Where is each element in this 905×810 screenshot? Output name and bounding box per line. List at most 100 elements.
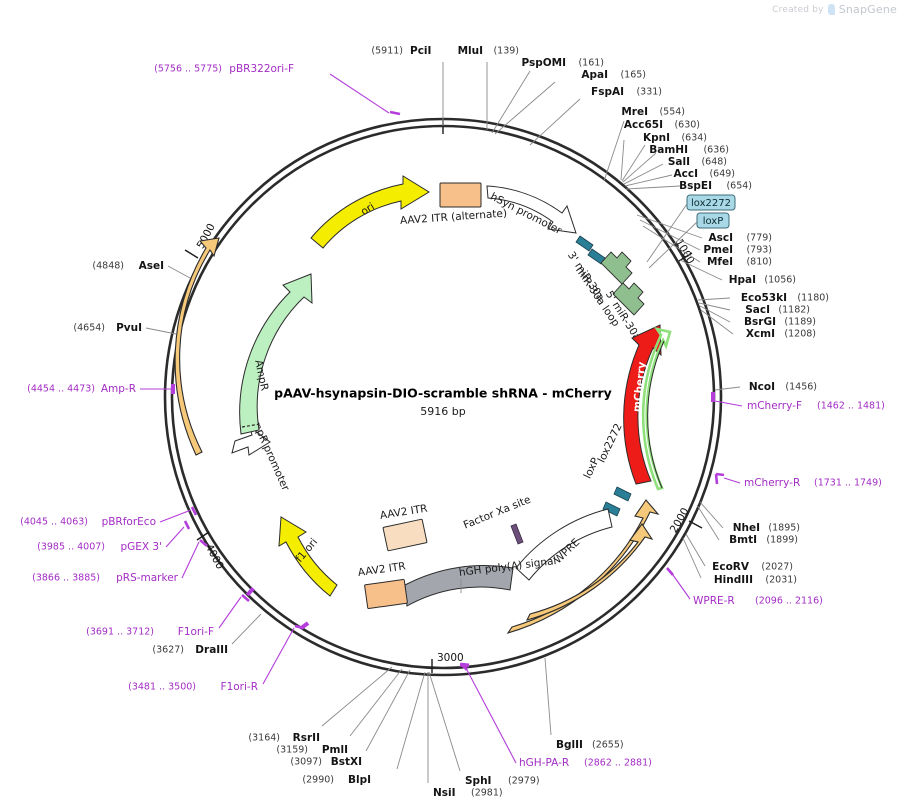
- enzyme-pos-draiii: (3627): [152, 645, 184, 656]
- enzyme-name-nsii: NsiI: [433, 787, 456, 799]
- primer-name-pbr322ori-f: pBR322ori-F: [229, 63, 294, 75]
- enzyme-name-mlui: MluI: [458, 45, 483, 57]
- enzyme-name-draiii: DraIII: [195, 644, 228, 656]
- enzyme-pos-mfei: (810): [746, 257, 772, 268]
- primer-range-mcherry-r: (1731 .. 1749): [814, 478, 882, 489]
- feature-aav2-itr-pale: AAV2 ITR: [379, 503, 428, 552]
- enzyme-pos-xcmi: (1208): [784, 329, 816, 340]
- primer-name-pbrforeco: pBRforEco: [102, 516, 156, 528]
- enzyme-pos-saci: (1182): [778, 305, 810, 316]
- enzyme-pos-nhei: (1895): [768, 523, 800, 534]
- enzyme-name-apai: ApaI: [581, 69, 608, 81]
- enzyme-pos-pmei: (793): [746, 245, 772, 256]
- direction-arcs: [174, 237, 660, 634]
- right-primers: mCherry-F (1462 .. 1481) mCherry-R (1731…: [666, 392, 885, 607]
- enzyme-name-pspomi: PspOMI: [521, 57, 566, 69]
- feature-lox-arrows-lower: lox2272 loxP: [582, 422, 632, 517]
- enzyme-pos-sali: (648): [701, 157, 727, 168]
- tick-label-3000: 3000: [437, 652, 464, 664]
- enzyme-name-mfei: MfeI: [707, 256, 733, 268]
- enzyme-name-blpi: BlpI: [348, 774, 371, 786]
- enzyme-pos-hindiii: (2031): [765, 575, 797, 586]
- feature-factor-xa-site: Factor Xa site: [462, 494, 533, 545]
- enzyme-name-kpni: KpnI: [643, 132, 670, 144]
- feature-5prime-mir30a: 5' miR-30a: [600, 251, 645, 343]
- feature-f1-ori: f1 ori: [278, 516, 338, 597]
- primer-range-pbr322ori-f: (5756 .. 5775): [154, 64, 222, 75]
- feature-label-factor-xa-site: Factor Xa site: [462, 494, 533, 532]
- enzyme-name-bstxi: BstXI: [331, 756, 362, 768]
- enzyme-name-sali: SalI: [668, 156, 690, 168]
- enzyme-name-bsrgi: BsrGI: [744, 316, 776, 328]
- enzyme-pos-bglii: (2655): [592, 740, 624, 751]
- plasmid-name: pAAV-hsynapsin-DIO-scramble shRNA - mChe…: [274, 386, 612, 401]
- enzyme-name-saci: SacI: [745, 304, 770, 316]
- enzyme-pos-acci: (649): [709, 169, 735, 180]
- enzyme-pos-asci: (779): [746, 233, 772, 244]
- enzyme-name-bmti: BmtI: [729, 534, 757, 546]
- enzyme-pos-acc65i: (630): [674, 120, 700, 131]
- primer-range-pgex3: (3985 .. 4007): [37, 542, 105, 553]
- primer-range-wpre-r: (2096 .. 2116): [755, 596, 823, 607]
- primer-name-pgex3: pGEX 3': [120, 541, 162, 553]
- enzyme-name-ncoi: NcoI: [749, 381, 775, 393]
- enzyme-pos-bspei: (654): [726, 181, 752, 192]
- primer-range-f1ori-f: (3691 .. 3712): [86, 627, 154, 638]
- backbone-primer-ticks: [245, 586, 470, 668]
- primer-name-hgh-pa-r: hGH-PA-R: [519, 757, 569, 769]
- primer-name-f1ori-r: F1ori-R: [221, 681, 258, 693]
- snapgene-logo-icon: [827, 4, 835, 15]
- feature-mcherry: mCherry: [623, 324, 672, 491]
- enzyme-pos-hpai: (1056): [764, 275, 796, 286]
- enzyme-name-pvui: PvuI: [116, 322, 142, 334]
- right-upper-labels: Acc65I (630) KpnI (634) BamHI (636) SalI…: [620, 119, 829, 586]
- lox-badges: lox2272 loxP: [646, 194, 736, 269]
- enzyme-name-ecorv: EcoRV: [712, 561, 750, 573]
- bottom-labels: BglII (2655) hGH-PA-R (2862 .. 2881) Sph…: [248, 657, 652, 799]
- enzyme-pos-pcii: (5911): [371, 46, 403, 57]
- enzyme-pos-rsrii: (3164): [248, 733, 280, 744]
- primer-range-mcherry-f: (1462 .. 1481): [817, 401, 885, 412]
- watermark-brand: SnapGene: [838, 3, 897, 16]
- enzyme-pos-bstxi: (3097): [290, 757, 322, 768]
- enzyme-pos-fspai: (331): [636, 87, 662, 98]
- enzyme-pos-apai: (165): [620, 70, 646, 81]
- enzyme-pos-mrei: (554): [659, 107, 685, 118]
- enzyme-name-acci: AccI: [674, 168, 698, 180]
- enzyme-pos-ecorv: (2027): [761, 562, 793, 573]
- primer-range-amp-r: (4454 .. 4473): [27, 384, 95, 395]
- enzyme-pos-eco53ki: (1180): [797, 293, 829, 304]
- feature-mir30a-group: 3' miR-30a miR-30a loop: [565, 235, 622, 329]
- enzyme-name-fspai: FspAI: [591, 86, 624, 98]
- watermark-prefix: Created by: [772, 4, 824, 15]
- primer-name-wpre-r: WPRE-R: [693, 595, 735, 607]
- primer-name-mcherry-r: mCherry-R: [744, 477, 800, 489]
- primer-range-f1ori-r: (3481 .. 3500): [128, 682, 196, 693]
- feature-label-aav2-itr-alternate: AAV2 ITR (alternate): [400, 208, 508, 227]
- primer-name-mcherry-f: mCherry-F: [747, 400, 802, 412]
- enzyme-pos-blpi: (2990): [302, 775, 334, 786]
- enzyme-name-nhei: NheI: [733, 522, 760, 534]
- center-title-group: pAAV-hsynapsin-DIO-scramble shRNA - mChe…: [274, 386, 612, 419]
- enzyme-pos-kpni: (634): [681, 133, 707, 144]
- enzyme-name-xcmi: XcmI: [746, 328, 775, 340]
- lox-badge-loxp: loxP: [703, 216, 724, 227]
- enzyme-pos-bsrgi: (1189): [784, 317, 816, 328]
- enzyme-name-asci: AscI: [708, 232, 733, 244]
- enzyme-pos-asei: (4848): [92, 261, 124, 272]
- snapgene-watermark: Created by SnapGene: [772, 3, 897, 16]
- enzyme-pos-nsii: (2981): [471, 788, 503, 799]
- enzyme-name-pmei: PmeI: [703, 244, 733, 256]
- enzyme-name-sphi: SphI: [465, 775, 491, 787]
- plasmid-size: 5916 bp: [420, 405, 465, 418]
- enzyme-name-bglii: BglII: [556, 739, 583, 751]
- primer-name-prs-marker: pRS-marker: [116, 572, 179, 584]
- feature-ori: ori: [310, 175, 430, 249]
- left-labels: pBR322ori-F (5756 .. 5775) AseI (4848) P…: [20, 63, 401, 693]
- enzyme-name-rsrii: RsrII: [293, 732, 320, 744]
- primer-name-amp-r: Amp-R: [101, 383, 136, 395]
- enzyme-name-mrei: MreI: [621, 106, 648, 118]
- enzyme-name-bspei: BspEI: [679, 180, 712, 192]
